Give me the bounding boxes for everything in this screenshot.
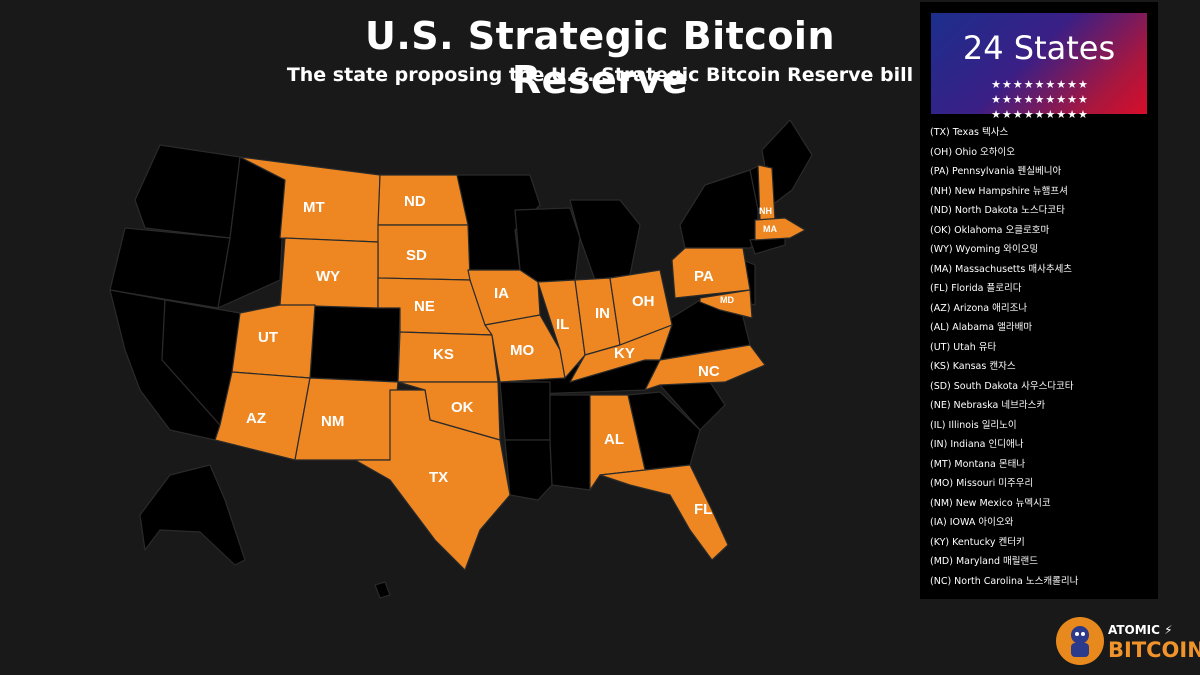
- label-al: AL: [604, 431, 624, 448]
- state-list-item: (MD) Maryland 매릴랜드: [930, 556, 1038, 567]
- state-list-item: (KS) Kansas 캔자스: [930, 361, 1016, 372]
- state-list-item: (FL) Florida 플로리다: [930, 283, 1022, 294]
- label-mt: MT: [303, 199, 325, 216]
- label-il: IL: [556, 316, 569, 333]
- page-title: U.S. Strategic Bitcoin Reserve: [364, 14, 836, 102]
- states-list: (TX) Texas 텍사스 (OH) Ohio 오하이오 (PA) Pennsyl…: [930, 123, 1078, 591]
- page-subtitle: The state proposing the U.S. Strategic B…: [286, 64, 914, 86]
- state-list-item: (NC) North Carolina 노스캐롤리나: [930, 575, 1079, 587]
- state-mi: [569, 199, 641, 281]
- state-list-item: (WY) Wyoming 와이오밍: [930, 244, 1039, 255]
- label-tx: TX: [429, 469, 448, 486]
- label-ia: IA: [494, 285, 509, 302]
- state-list-item: (OK) Oklahoma 오클로호마: [930, 224, 1050, 236]
- state-list-item: (NE) Nebraska 네브라스카: [930, 400, 1046, 411]
- label-az: AZ: [246, 410, 266, 427]
- state-fl: [599, 464, 729, 561]
- atomic-bitcoin-logo: ATOMIC ⚡ BITCOIN: [1056, 617, 1200, 667]
- label-ne: NE: [414, 298, 435, 315]
- label-nh: NH: [759, 206, 772, 216]
- state-list-item: (PA) Pennsylvania 펜실베니아: [930, 166, 1062, 177]
- state-list-item: (TX) Texas 텍사스: [930, 127, 1009, 138]
- state-list-item: (AZ) Arizona 애리조나: [930, 302, 1028, 314]
- label-oh: OH: [632, 293, 655, 310]
- state-list-item: (SD) South Dakota 사우스다코타: [930, 380, 1074, 392]
- state-nm: [294, 377, 399, 461]
- state-count-badge: 24 States ★★★★★★★★★ ★★★★★★★★★ ★★★★★★★★★: [931, 13, 1147, 121]
- label-ma: MA: [763, 224, 777, 234]
- state-il: [537, 279, 586, 379]
- state-ms: [549, 394, 591, 491]
- label-fl: FL: [694, 501, 712, 518]
- state-list-item: (NH) New Hampshire 뉴햄프셔: [930, 185, 1068, 197]
- logo-bitcoin-text: BITCOIN: [1108, 638, 1200, 662]
- state-nc: [644, 344, 766, 391]
- stars-icon: ★★★★★★★★★ ★★★★★★★★★ ★★★★★★★★★: [991, 78, 1089, 121]
- logo-atomic-text: ATOMIC ⚡: [1108, 623, 1173, 637]
- label-wy: WY: [316, 268, 340, 285]
- mascot-icon: [1056, 617, 1104, 665]
- label-nc: NC: [698, 363, 720, 380]
- state-az: [214, 371, 311, 461]
- label-ut: UT: [258, 329, 278, 346]
- state-list-item: (IA) IOWA 아이오와: [930, 517, 1014, 528]
- state-list-item: (MA) Massachusetts 매사추세츠: [930, 263, 1073, 275]
- state-ut: [231, 304, 316, 379]
- state-list-item: (UT) Utah 유타: [930, 341, 997, 353]
- state-ma: [754, 217, 806, 241]
- state-wi: [514, 207, 581, 283]
- label-md: MD: [720, 295, 734, 305]
- label-nm: NM: [321, 413, 344, 430]
- states-sidebar: 24 States ★★★★★★★★★ ★★★★★★★★★ ★★★★★★★★★ …: [920, 2, 1158, 599]
- label-ks: KS: [433, 346, 454, 363]
- state-ny: [679, 169, 759, 249]
- label-in: IN: [595, 305, 610, 322]
- state-list-item: (OH) Ohio 오하이오: [930, 146, 1015, 158]
- state-count: 24 States: [962, 29, 1116, 67]
- state-list-item: (NM) New Mexico 뉴멕시코: [930, 497, 1051, 509]
- state-list-item: (AL) Alabama 앨라배마: [930, 322, 1033, 333]
- state-pa: [671, 247, 751, 299]
- state-tx: [354, 389, 511, 571]
- label-nd: ND: [404, 193, 426, 210]
- label-ky: KY: [614, 345, 635, 362]
- state-list-item: (IN) Indiana 인디애나: [930, 439, 1024, 450]
- state-list-item: (MT) Montana 몬태나: [930, 458, 1026, 470]
- state-list-item: (IL) Illinois 일리노이: [930, 419, 1017, 431]
- state-list-item: (MO) Missouri 미주우리: [930, 478, 1034, 489]
- label-mo: MO: [510, 342, 534, 359]
- state-list-item: (KY) Kentucky 켄터키: [930, 536, 1025, 548]
- state-list-item: (ND) North Dakota 노스다코타: [930, 205, 1065, 216]
- state-ak: [139, 464, 246, 566]
- state-wa: [134, 144, 241, 239]
- state-md: [699, 289, 753, 319]
- us-map: MT ND SD WY NE UT IA IL IN OH PA NH MA M…: [109, 120, 813, 599]
- state-la: [504, 439, 553, 501]
- label-sd: SD: [406, 247, 427, 264]
- label-ok: OK: [451, 399, 474, 416]
- state-ar: [499, 381, 551, 441]
- label-pa: PA: [694, 268, 714, 285]
- state-hi: [374, 581, 391, 599]
- state-co: [309, 304, 401, 383]
